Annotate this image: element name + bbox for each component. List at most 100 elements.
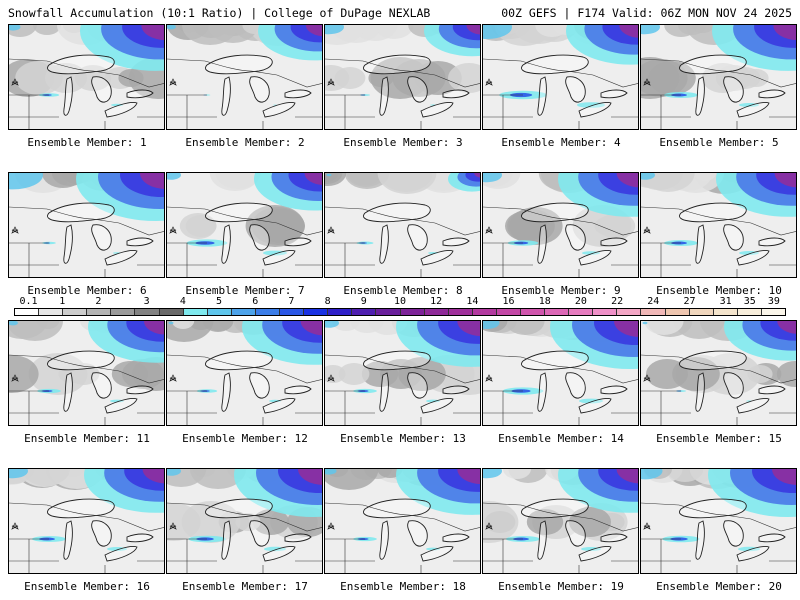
colorbar-swatch (159, 309, 184, 315)
ensemble-member-map (482, 320, 639, 426)
snowfall-map-graphic (167, 469, 322, 573)
colorbar-tick-label: 6 (252, 296, 259, 307)
ensemble-member-map (482, 24, 639, 130)
snowfall-map-graphic (641, 25, 796, 129)
colorbar-swatch (376, 309, 401, 315)
ensemble-member-map (166, 468, 323, 574)
snowfall-map-graphic (9, 173, 164, 277)
colorbar-swatch (39, 309, 64, 315)
ensemble-member-map (482, 468, 639, 574)
colorbar-tick-label: 35 (743, 296, 756, 307)
ensemble-member-map (482, 172, 639, 278)
colorbar-swatch (280, 309, 305, 315)
ensemble-member-label: Ensemble Member: 11 (24, 432, 150, 445)
ensemble-member-map (166, 320, 323, 426)
figure-title: Snowfall Accumulation (10:1 Ratio) | Col… (8, 6, 431, 20)
ensemble-member-label: Ensemble Member: 10 (656, 284, 782, 297)
colorbar-swatch (641, 309, 666, 315)
colorbar-tick-label: 5 (216, 296, 223, 307)
colorbar-tick-label: 3 (143, 296, 150, 307)
ensemble-member-map (8, 468, 165, 574)
colorbar-swatch (520, 309, 546, 315)
figure-header: Snowfall Accumulation (10:1 Ratio) | Col… (0, 0, 800, 22)
snowfall-map-graphic (325, 469, 480, 573)
colorbar-swatch (15, 309, 40, 315)
ensemble-member-label: Ensemble Member: 1 (27, 136, 147, 149)
colorbar-swatch (665, 309, 690, 315)
colorbar-swatch (135, 309, 160, 315)
ensemble-member-label: Ensemble Member: 19 (498, 580, 624, 593)
colorbar-swatch (737, 309, 762, 315)
colorbar-swatch (352, 309, 377, 315)
snowfall-map-graphic (167, 25, 322, 129)
ensemble-member-label: Ensemble Member: 12 (182, 432, 308, 445)
snowfall-map-graphic (483, 25, 638, 129)
ensemble-member-map (640, 172, 797, 278)
snowfall-map-graphic (167, 321, 322, 425)
ensemble-member-label: Ensemble Member: 15 (656, 432, 782, 445)
snowfall-map-graphic (167, 173, 322, 277)
colorbar-tick-labels: 0.1 1 2 3 4 5 6 7 8 9 10 12 14 16 18 20 22 24 27 31 35 39 (0, 296, 800, 308)
ensemble-member-label: Ensemble Member: 2 (185, 136, 305, 149)
colorbar-swatch (761, 309, 785, 315)
snowfall-map-graphic (9, 25, 164, 129)
ensemble-member-label: Ensemble Member: 8 (343, 284, 463, 297)
colorbar-swatch (87, 309, 112, 315)
ensemble-member-map (324, 172, 481, 278)
colorbar-swatch (593, 309, 618, 315)
ensemble-member-map (640, 468, 797, 574)
colorbar-swatch (496, 309, 521, 315)
colorbar-tick-label: 7 (288, 296, 295, 307)
colorbar-swatch (207, 309, 232, 315)
ensemble-member-map (324, 468, 481, 574)
colorbar-swatch (713, 309, 738, 315)
colorbar-swatch (545, 309, 570, 315)
ensemble-member-label: Ensemble Member: 13 (340, 432, 466, 445)
ensemble-member-map (8, 172, 165, 278)
ensemble-member-map (640, 320, 797, 426)
colorbar-swatch (472, 309, 497, 315)
ensemble-member-label: Ensemble Member: 9 (501, 284, 621, 297)
colorbar-tick-label: 12 (430, 296, 443, 307)
snowfall-map-graphic (483, 173, 638, 277)
colorbar-swatch (400, 309, 425, 315)
snowfall-map-graphic (641, 469, 796, 573)
colorbar-swatch (255, 309, 281, 315)
ensemble-member-map (8, 24, 165, 130)
colorbar-tick-label: 4 (179, 296, 186, 307)
colorbar-tick-label: 18 (538, 296, 551, 307)
colorbar-tick-label: 9 (360, 296, 367, 307)
colorbar-swatch (63, 309, 88, 315)
ensemble-member-map (640, 24, 797, 130)
colorbar-tick-label: 27 (683, 296, 696, 307)
colorbar-tick-label: 16 (502, 296, 515, 307)
ensemble-member-label: Ensemble Member: 6 (27, 284, 147, 297)
ensemble-member-label: Ensemble Member: 7 (185, 284, 305, 297)
ensemble-member-map (8, 320, 165, 426)
snowfall-colorbar (14, 308, 786, 316)
snowfall-map-graphic (325, 321, 480, 425)
colorbar-tick-label: 20 (574, 296, 587, 307)
snowfall-map-graphic (9, 469, 164, 573)
snowfall-map-graphic (325, 173, 480, 277)
colorbar-tick-label: 8 (324, 296, 331, 307)
colorbar-swatch (328, 309, 353, 315)
snowfall-map-graphic (325, 25, 480, 129)
colorbar-tick-label: 10 (393, 296, 407, 307)
snowfall-map-graphic (641, 321, 796, 425)
ensemble-member-label: Ensemble Member: 16 (24, 580, 150, 593)
ensemble-member-label: Ensemble Member: 17 (182, 580, 308, 593)
colorbar-swatch (231, 309, 256, 315)
ensemble-member-map (324, 320, 481, 426)
colorbar-swatch (183, 309, 208, 315)
colorbar-swatch (424, 309, 449, 315)
ensemble-member-map (166, 172, 323, 278)
colorbar-tick-label: 39 (767, 296, 780, 307)
colorbar-tick-label: 22 (611, 296, 624, 307)
colorbar-swatch (304, 309, 329, 315)
colorbar-tick-label: 1 (59, 296, 66, 307)
colorbar-swatch (689, 309, 714, 315)
snowfall-map-graphic (641, 173, 796, 277)
snowfall-map-graphic (483, 469, 638, 573)
colorbar-tick-label: 2 (95, 296, 102, 307)
